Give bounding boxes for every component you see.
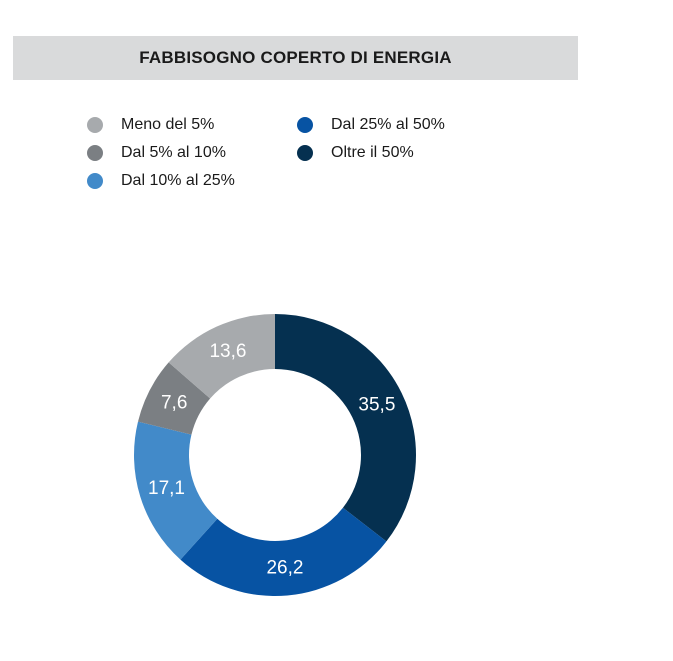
legend-item-5-10: Dal 5% al 10% — [87, 140, 226, 166]
legend-item-25-50: Dal 25% al 50% — [297, 112, 445, 138]
legend-swatch — [297, 117, 313, 133]
donut-slice — [168, 314, 275, 399]
donut-slice — [134, 421, 218, 560]
chart-title: FABBISOGNO COPERTO DI ENERGIA — [139, 48, 452, 67]
legend-item-10-25: Dal 10% al 25% — [87, 168, 235, 194]
chart-title-bar: FABBISOGNO COPERTO DI ENERGIA — [13, 36, 578, 80]
donut-slice — [180, 507, 387, 596]
slice-value-label: 7,6 — [161, 392, 187, 413]
legend-label: Dal 10% al 25% — [121, 172, 235, 189]
donut-slice — [275, 314, 416, 542]
slice-value-label: 17,1 — [148, 478, 185, 499]
legend-label: Dal 25% al 50% — [331, 116, 445, 133]
legend-swatch — [87, 145, 103, 161]
legend-label: Dal 5% al 10% — [121, 144, 226, 161]
legend-swatch — [87, 173, 103, 189]
chart-legend: Meno del 5% Dal 5% al 10% Dal 10% al 25%… — [87, 112, 527, 202]
legend-swatch — [297, 145, 313, 161]
donut-chart-svg: 35,5 26,2 17,1 7,6 13,6 — [134, 314, 416, 596]
slice-value-label: 13,6 — [209, 341, 246, 362]
legend-label: Meno del 5% — [121, 116, 215, 133]
legend-label: Oltre il 50% — [331, 144, 414, 161]
slice-value-label: 35,5 — [358, 395, 395, 416]
donut-slice — [137, 362, 211, 435]
donut-chart: 35,5 26,2 17,1 7,6 13,6 — [125, 305, 425, 605]
legend-item-oltre-50: Oltre il 50% — [297, 140, 414, 166]
legend-item-meno-5: Meno del 5% — [87, 112, 214, 138]
slice-value-label: 26,2 — [266, 558, 303, 579]
legend-swatch — [87, 117, 103, 133]
